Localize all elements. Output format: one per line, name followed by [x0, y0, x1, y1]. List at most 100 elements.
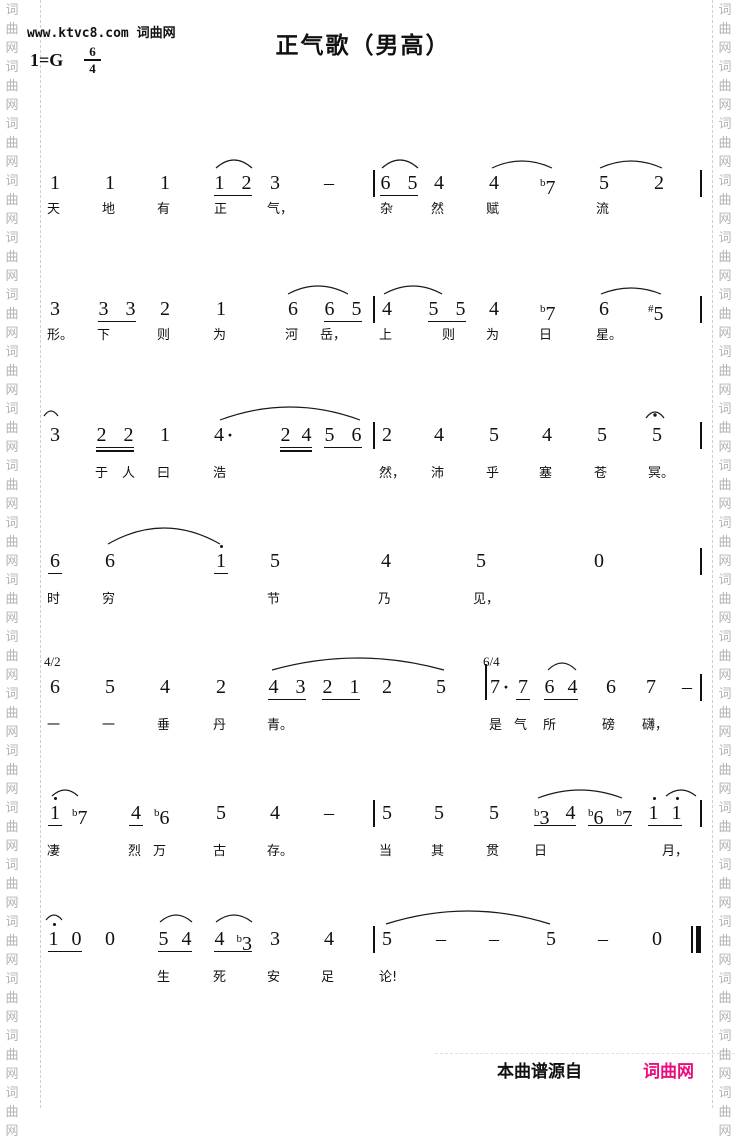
footer-brand-link[interactable]: 词曲网	[643, 1062, 694, 1082]
note-group: 4	[432, 172, 446, 194]
slur	[491, 160, 553, 169]
lyric: 人	[122, 466, 136, 481]
note-group: 4	[158, 676, 172, 698]
watermark-left-column: 词曲网词曲网词曲网词曲网词曲网词曲网词曲网词曲网词曲网词曲网词曲网词曲网词曲网词…	[5, 3, 19, 1139]
barline	[691, 926, 693, 953]
note-group: 5	[595, 424, 609, 446]
lyric: 垂	[157, 718, 171, 733]
note: 1	[105, 172, 115, 194]
note: 4	[214, 928, 225, 950]
flat-accidental: b	[540, 177, 546, 189]
beam-underline	[48, 572, 62, 574]
note-group: 6	[604, 676, 618, 698]
note: b7	[616, 807, 633, 829]
note-group: 3	[48, 298, 62, 320]
note: –	[598, 928, 608, 950]
flat-accidental: b	[588, 807, 594, 819]
lyric: 论!	[379, 970, 398, 985]
beam-underline	[380, 194, 418, 196]
beam-underline	[516, 698, 530, 700]
note: 6	[606, 676, 616, 698]
note: 6	[324, 298, 335, 320]
beam-underline-2	[280, 450, 312, 452]
octave-dot	[675, 797, 679, 800]
lyric: 死	[213, 970, 227, 985]
note-group: 5	[103, 676, 117, 698]
note-group: 2	[214, 676, 228, 698]
note-group: b6	[154, 802, 170, 829]
left-dashed-border	[40, 0, 41, 1108]
beam-underline	[48, 950, 82, 952]
slur	[159, 914, 193, 923]
beam-underline	[534, 824, 576, 826]
note: 3	[270, 928, 280, 950]
note: 4 ·	[214, 424, 234, 446]
lyric: 月，	[662, 844, 689, 859]
note: b6	[588, 807, 604, 829]
beam-underline	[648, 824, 682, 826]
note: 3	[295, 676, 306, 698]
note-group: 3	[48, 424, 62, 446]
slur	[107, 527, 221, 545]
note-group: 4 ·	[214, 424, 234, 446]
note-group: 1	[158, 172, 172, 194]
slur	[383, 285, 443, 295]
lyric: 存。	[267, 844, 294, 859]
lyric: 则	[157, 328, 171, 343]
note-group: 3	[268, 172, 282, 194]
time-signature-bar	[84, 59, 101, 61]
lyric: 杂	[380, 202, 394, 217]
lyric: 万	[153, 844, 167, 859]
note: 4	[434, 172, 444, 194]
note: –	[436, 928, 446, 950]
note-group: –	[322, 172, 336, 194]
flat-accidental: b	[540, 303, 546, 315]
note-group: 1	[214, 545, 228, 574]
note-group: 0	[103, 928, 117, 950]
note: 5	[105, 676, 115, 698]
note: 2	[382, 424, 392, 446]
note-group: b7	[540, 172, 556, 199]
note-group: 0	[592, 550, 606, 572]
note: 5	[434, 802, 444, 824]
flat-accidental: b	[72, 807, 78, 819]
lyric: 塞	[539, 466, 553, 481]
octave-dot	[652, 797, 656, 800]
note-group: 4	[268, 802, 282, 824]
lyric: 贯	[486, 844, 500, 859]
note: 2	[96, 424, 107, 446]
note-group: 1	[48, 797, 62, 826]
note-group: 5	[214, 802, 228, 824]
note: 4	[160, 676, 170, 698]
note: #5	[648, 303, 664, 325]
note-group: 5	[597, 172, 611, 194]
note-group: b7	[72, 802, 88, 829]
note: 4	[382, 298, 392, 320]
flat-accidental: b	[534, 807, 540, 819]
lyric: 曰	[157, 466, 171, 481]
lyric: 流	[596, 202, 610, 217]
note: 5	[216, 802, 226, 824]
note: 5	[455, 298, 466, 320]
slur	[271, 657, 445, 671]
note: 5	[158, 928, 169, 950]
note: –	[489, 928, 499, 950]
octave-dot	[52, 923, 56, 926]
note: 5	[382, 928, 392, 950]
slur	[547, 662, 577, 671]
note: 0	[71, 928, 82, 950]
note-group: 0	[650, 928, 664, 950]
note-group: 7	[516, 676, 530, 700]
note: 6	[351, 424, 362, 446]
lyric: 为	[213, 328, 227, 343]
note: 5	[382, 802, 392, 824]
augmentation-dot: ·	[503, 677, 510, 697]
lyric: 岳，	[320, 328, 347, 343]
lyric: 青。	[267, 718, 294, 733]
lyric: 其	[431, 844, 445, 859]
